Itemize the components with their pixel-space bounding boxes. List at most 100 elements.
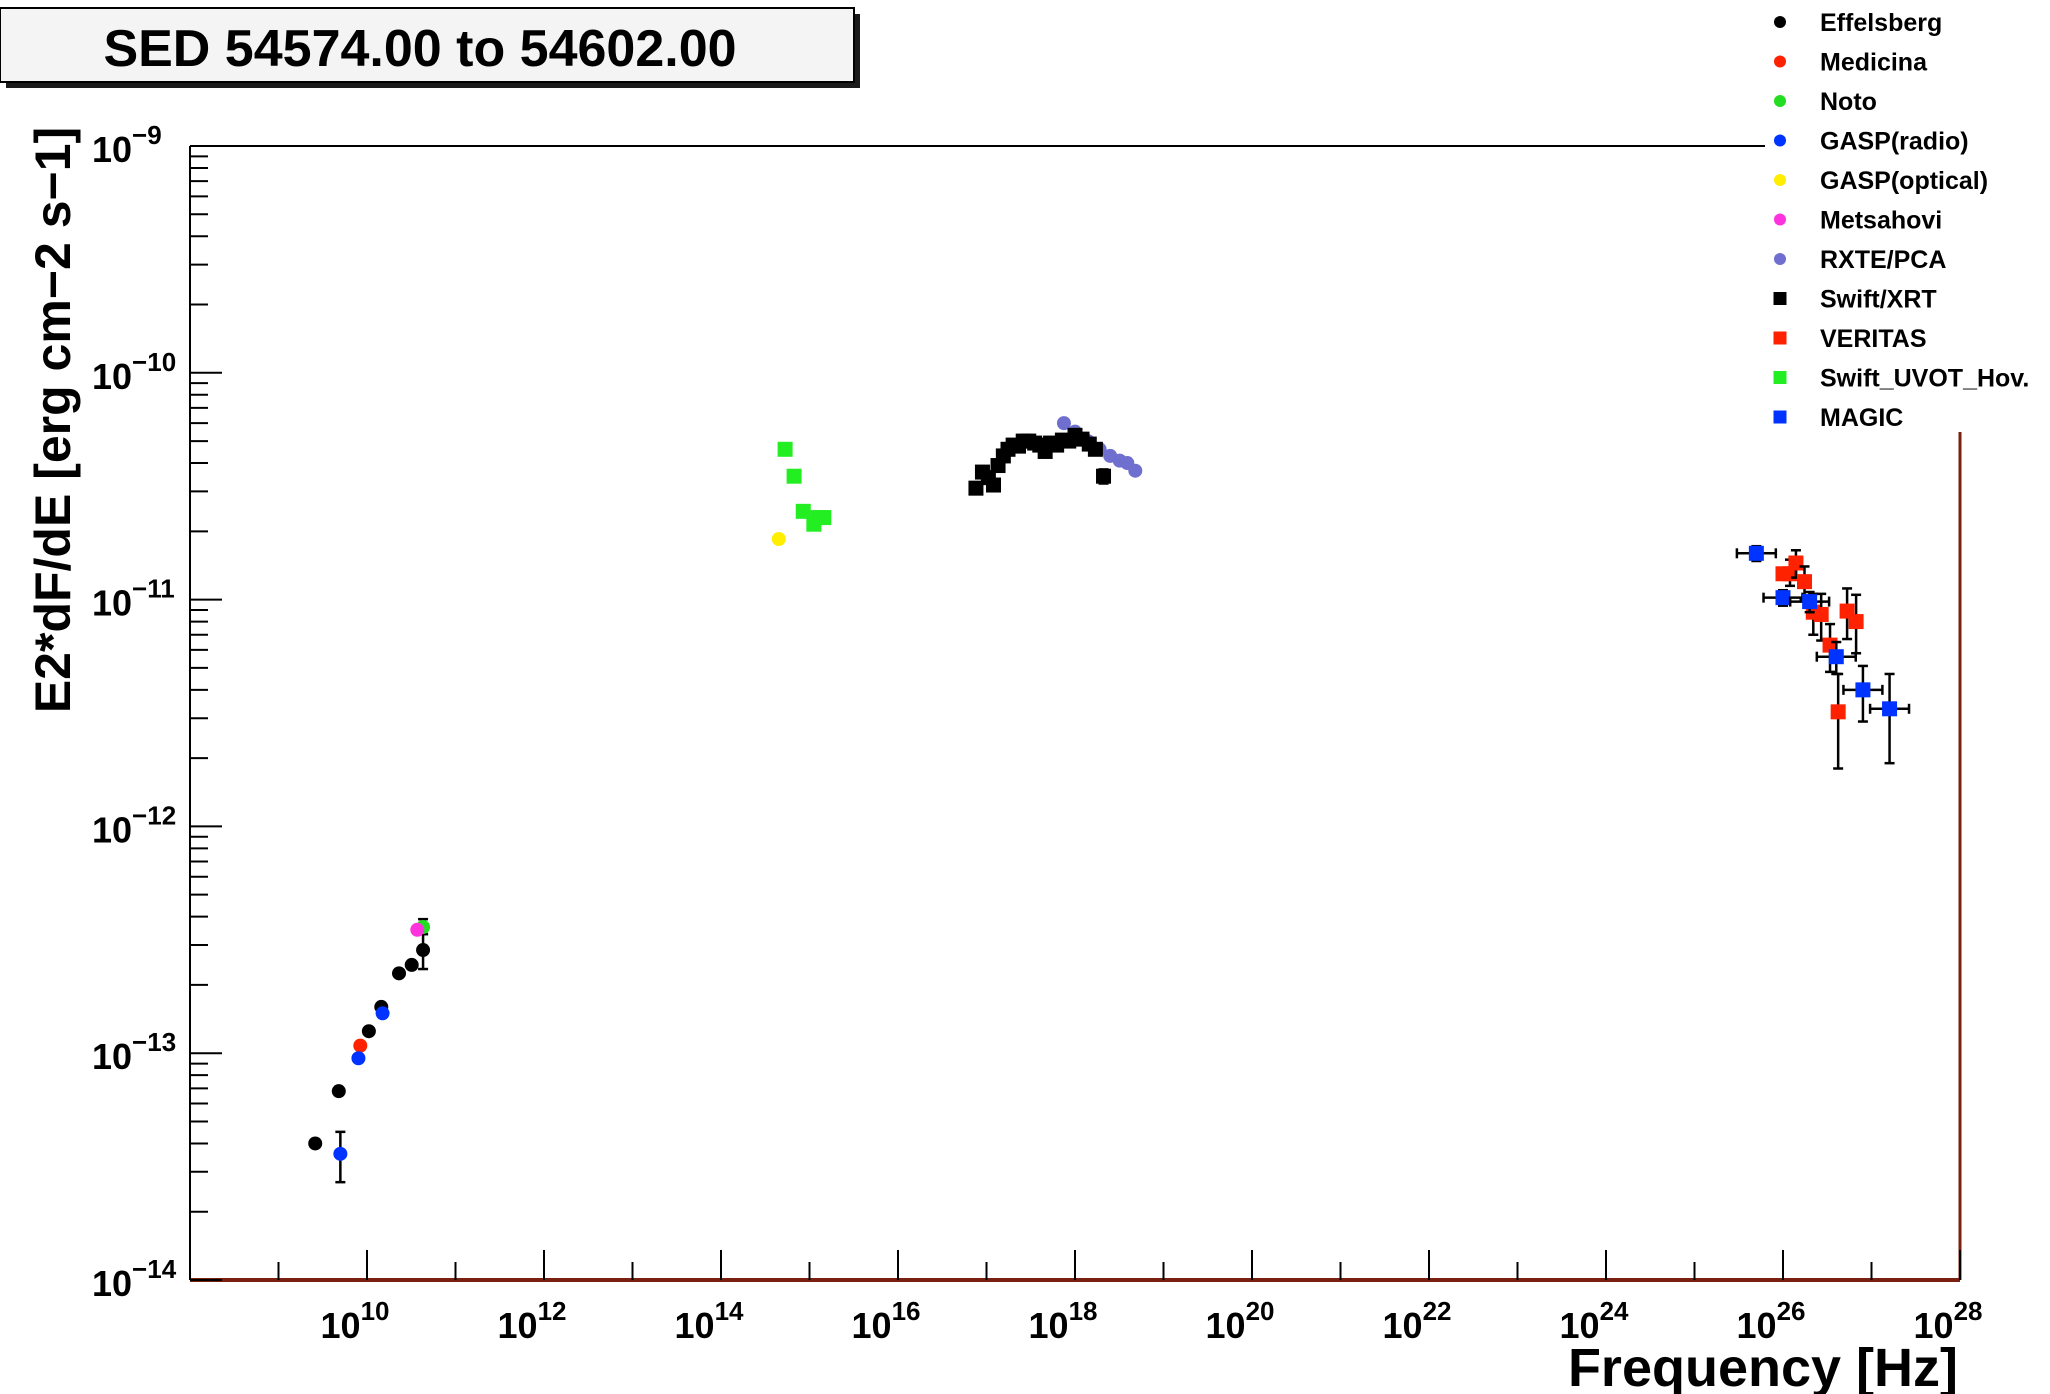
y-tick-label: 10−9 (92, 120, 162, 170)
rxte-pca-point (1056, 416, 1071, 431)
magic-point (1802, 594, 1818, 610)
swift-uvot-hov-point (816, 510, 832, 526)
y-tick-label-base: 10 (92, 1263, 132, 1304)
y-tick-label: 10−14 (92, 1254, 177, 1304)
legend-label-metsahovi: Metsahovi (1820, 207, 1942, 235)
title-box-frame (0, 7, 855, 83)
y-axis-label: E2*dF/dE [erg cm−2 s−1] (25, 127, 81, 713)
x-tick-label: 1012 (498, 1296, 567, 1346)
y-tick-label-exponent: −11 (132, 574, 175, 604)
effelsberg-point (416, 943, 431, 958)
veritas-point (1813, 606, 1829, 622)
x-tick-label-exponent: 16 (892, 1296, 921, 1326)
effelsberg-point (361, 1024, 376, 1039)
swift-uvot-hov-point (777, 441, 793, 457)
swift-xrt-point (1087, 441, 1103, 457)
magic-point (1775, 590, 1791, 606)
x-tick-label-exponent: 22 (1423, 1296, 1452, 1326)
legend-label-medicina: Medicina (1820, 49, 1928, 77)
x-tick-label: 1016 (852, 1296, 921, 1346)
y-tick-label-exponent: −14 (132, 1254, 177, 1284)
legend-marker-swift-xrt (1773, 292, 1787, 305)
magic-point (1748, 545, 1764, 561)
y-tick-label-exponent: −10 (132, 347, 176, 377)
legend: Effelsberg Medicina Noto GASP(radio) GASP(op… (1765, 0, 2050, 432)
legend-marker-veritas (1773, 331, 1787, 345)
x-tick-label-exponent: 14 (715, 1296, 744, 1326)
x-tick-label-exponent: 28 (1954, 1296, 1983, 1326)
x-tick-label: 1020 (1206, 1296, 1275, 1346)
x-tick-label-exponent: 10 (361, 1296, 390, 1326)
gasp-radio-point (333, 1146, 348, 1161)
legend-marker-effelsberg (1774, 16, 1786, 28)
x-tick-label: 1024 (1560, 1296, 1630, 1346)
chart-title: SED 54574.00 to 54602.00 (103, 20, 736, 78)
effelsberg-point (392, 966, 407, 981)
veritas-point (1788, 555, 1804, 571)
metsahovi-point (410, 922, 425, 937)
swift-uvot-hov-point (795, 503, 811, 519)
x-tick-label: 1022 (1383, 1296, 1452, 1346)
swift-xrt-point (1096, 468, 1112, 484)
x-tick-label-base: 10 (1914, 1305, 1954, 1346)
y-tick-label: 10−12 (92, 800, 176, 850)
x-tick-label-base: 10 (1560, 1305, 1600, 1346)
veritas-point (1848, 614, 1864, 630)
x-tick-label: 1010 (321, 1296, 390, 1346)
y-tick-label-base: 10 (92, 583, 132, 624)
magic-point (1882, 701, 1898, 717)
plot-frame (189, 145, 1962, 1282)
x-tick-label-base: 10 (1029, 1305, 1069, 1346)
x-tick-label-base: 10 (1737, 1305, 1777, 1346)
axis-ticks (189, 145, 1961, 1281)
legend-label-gasp-radio: GASP(radio) (1820, 128, 1969, 156)
legend-marker-noto (1774, 95, 1786, 107)
legend-label-noto: Noto (1820, 88, 1877, 116)
swift-xrt-point (986, 477, 1002, 493)
legend-label-effelsberg: Effelsberg (1820, 9, 1942, 37)
magic-point (1828, 649, 1844, 665)
x-tick-label-base: 10 (498, 1305, 538, 1346)
veritas-point (1797, 574, 1813, 590)
effelsberg-point (331, 1084, 346, 1099)
x-tick-label: 1014 (675, 1296, 745, 1346)
swift-uvot-hov-point (786, 468, 802, 484)
legend-label-magic: MAGIC (1820, 404, 1903, 432)
title-box: SED 54574.00 to 54602.00 (0, 7, 860, 88)
legend-label-swift-xrt: Swift/XRT (1820, 286, 1937, 314)
x-tick-labels: 1010 1012 1014 1016 1018 1020 1022 1024 1026 1028 (321, 1296, 1983, 1346)
legend-items: Effelsberg Medicina Noto GASP(radio) GASP(op… (1773, 9, 2029, 432)
y-tick-label-base: 10 (92, 356, 132, 397)
gasp-radio-point (351, 1051, 366, 1066)
legend-marker-metsahovi (1774, 213, 1786, 226)
legend-marker-magic (1773, 410, 1787, 424)
legend-marker-swift-uvot-hov (1773, 371, 1787, 384)
gasp-radio-point (375, 1006, 390, 1021)
veritas-point (1830, 704, 1846, 720)
y-tick-label-exponent: −9 (132, 120, 162, 150)
effelsberg-point (308, 1136, 323, 1151)
y-tick-label-exponent: −12 (132, 800, 176, 830)
legend-label-swift-uvot-hov: Swift_UVOT_Hov. (1820, 365, 2029, 393)
x-tick-label-exponent: 12 (538, 1296, 567, 1326)
y-tick-label-base: 10 (92, 809, 132, 850)
gasp-optical-point (771, 532, 786, 547)
legend-marker-rxte-pca (1774, 253, 1786, 265)
y-tick-label: 10−13 (92, 1027, 176, 1077)
legend-label-gasp-optical: GASP(optical) (1820, 167, 1988, 195)
y-tick-label-exponent: −13 (132, 1027, 176, 1057)
y-tick-label: 10−11 (92, 574, 175, 624)
x-tick-label: 1018 (1029, 1296, 1098, 1346)
x-tick-label: 1026 (1737, 1296, 1806, 1346)
data-marks (308, 416, 1911, 1184)
legend-label-rxte-pca: RXTE/PCA (1820, 246, 1946, 274)
effelsberg-point (404, 957, 419, 972)
legend-marker-medicina (1774, 55, 1786, 68)
swift-xrt-point (968, 480, 984, 496)
x-tick-label: 1028 (1914, 1296, 1983, 1346)
medicina-point (353, 1038, 368, 1053)
legend-label-veritas: VERITAS (1820, 325, 1927, 353)
y-tick-label: 10−10 (92, 347, 176, 397)
magic-point (1855, 682, 1871, 698)
